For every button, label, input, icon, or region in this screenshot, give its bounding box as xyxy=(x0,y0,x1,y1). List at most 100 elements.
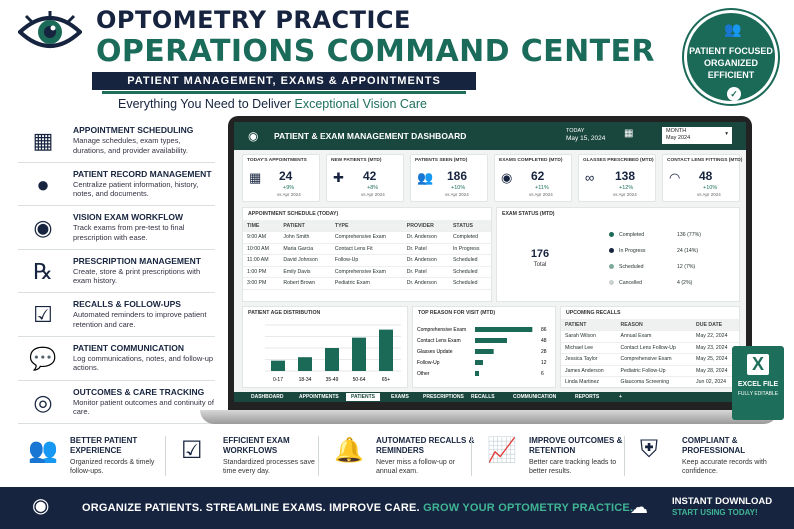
legend-value: 136 (77%) xyxy=(677,232,701,238)
legend-item: Cancelled xyxy=(609,280,642,286)
kpi-label: PATIENTS SEEN (MTD) xyxy=(415,158,468,163)
divider xyxy=(624,436,625,476)
excel-icon: X xyxy=(747,354,769,375)
benefits-row: 👥 BETTER PATIENT EXPERIENCE Organized reco… xyxy=(18,430,784,482)
column-header: PATIENT xyxy=(561,319,617,331)
table-cell: Dr. Anderson xyxy=(406,280,437,287)
tab-dashboard[interactable]: DASHBOARD xyxy=(251,394,284,400)
tab-communication[interactable]: COMMUNICATION xyxy=(513,394,557,400)
table-cell: Jessica Taylor xyxy=(565,356,598,363)
bell-icon: 🔔 xyxy=(334,437,364,464)
calendar-icon: ▦ xyxy=(249,170,262,185)
person-icon: ● xyxy=(36,171,50,197)
growth-chart-icon: 📈 xyxy=(487,437,517,464)
table-cell: James Anderson xyxy=(565,367,604,374)
shield-check-icon: ⛨ xyxy=(640,436,658,463)
today-block: TODAY May 15, 2024 xyxy=(566,127,605,143)
age-tick-label: 50-64 xyxy=(353,377,366,383)
kpi-card: PATIENTS SEEN (MTD) 👥 186 +10% vs Apr 2024 xyxy=(410,154,488,202)
benefit-title: AUTOMATED RECALLS & REMINDERS xyxy=(376,436,475,455)
ribbon-text: PATIENT MANAGEMENT, EXAMS & APPOINTMENTS xyxy=(127,75,441,87)
table-cell: Linda Martinez xyxy=(565,379,600,386)
excel-line-2: FULLY EDITABLE xyxy=(737,391,779,397)
age-tick-label: 18-34 xyxy=(299,377,312,383)
table-row[interactable]: 11:00 AM David Johnson Follow-Up Dr. Anders… xyxy=(243,255,491,266)
kpi-label: CONTACT LENS FITTINGS (MTD) xyxy=(667,158,743,163)
kpi-value: 62 xyxy=(531,169,545,183)
cta-line-1: INSTANT DOWNLOAD xyxy=(672,496,773,507)
table-row[interactable]: 9:00 AM John Smith Comprehensive Exam Dr. A… xyxy=(243,232,491,243)
recalls-table: PATIENT REASON DUE DATE Sarah Wilson Annual … xyxy=(561,319,739,389)
table-cell: 10:00 AM xyxy=(247,245,269,252)
tab-[interactable]: + xyxy=(619,394,622,400)
eye-logo-icon xyxy=(18,11,82,48)
table-cell: Dr. Patel xyxy=(406,245,427,252)
reason-label: Follow-Up xyxy=(417,360,440,366)
kpi-label: TODAY'S APPOINTMENTS xyxy=(247,158,307,163)
table-cell: 11:00 AM xyxy=(247,257,269,264)
title-line-1: OPTOMETRY PRACTICE xyxy=(96,6,411,34)
feature-title: OUTCOMES & CARE TRACKING xyxy=(73,386,205,397)
kpi-card: NEW PATIENTS (MTD) ✚ 42 +8% vs Apr 2024 xyxy=(326,154,404,202)
tab-appointments[interactable]: APPOINTMENTS xyxy=(299,394,339,400)
table-cell: Jun 02, 2024 xyxy=(696,379,727,386)
badge-line-1: PATIENT FOCUSED xyxy=(689,46,773,56)
table-row[interactable]: 3:00 PM Robert Brown Pediatric Exam Dr. And… xyxy=(243,278,491,289)
column-header: DUE DATE xyxy=(692,319,739,331)
divider xyxy=(165,436,166,476)
table-cell: Dr. Anderson xyxy=(406,257,437,264)
benefit-desc: Keep accurate records with confidence. xyxy=(682,459,767,475)
calendar-icon: ▦ xyxy=(32,128,54,153)
table-cell: Contact Lens Fit xyxy=(334,245,373,252)
feature-title: APPOINTMENT SCHEDULING xyxy=(73,125,194,135)
table-row[interactable]: Sarah Wilson Annual Exam May 22, 2024 xyxy=(561,331,739,342)
table-row[interactable]: 10:00 AM Maria Garcia Contact Lens Fit Dr. … xyxy=(243,243,491,255)
column-header: TIME xyxy=(243,220,280,232)
group-icon: 👥 xyxy=(417,170,434,185)
feature-desc: Automated reminders to improve patient r… xyxy=(73,310,207,329)
divider xyxy=(318,436,319,476)
feature-desc: Track exams from pre-test to final presc… xyxy=(73,223,185,242)
calendar-icon[interactable]: ▦ xyxy=(624,128,634,139)
legend-value: 24 (14%) xyxy=(677,248,699,254)
download-cta[interactable]: INSTANT DOWNLOAD START USING TODAY! xyxy=(672,496,772,518)
divider xyxy=(471,436,472,476)
table-row[interactable]: Linda Martinez Glaucoma Screening Jun 02, … xyxy=(561,377,739,388)
age-bar xyxy=(352,337,366,371)
subtitle-ribbon: PATIENT MANAGEMENT, EXAMS & APPOINTMENTS xyxy=(92,72,476,94)
table-cell: Dr. Anderson xyxy=(406,234,437,241)
legend-value: 12 (7%) xyxy=(677,264,696,270)
reason-value: 86 xyxy=(541,327,547,333)
legend-label: Scheduled xyxy=(619,264,644,270)
badge-line-2: ORGANIZED xyxy=(704,58,758,68)
kpi-sub: vs Apr 2024 xyxy=(445,192,469,197)
tab-prescriptions[interactable]: PRESCRIPTIONS xyxy=(423,394,464,400)
kpi-card: EXAMS COMPLETED (MTD) ◉ 62 +11% vs Apr 2024 xyxy=(494,154,572,202)
reasons-panel: TOP REASON FOR VISIT (MTD) Comprehensive… xyxy=(412,306,556,388)
tab-recalls[interactable]: RECALLS xyxy=(471,394,495,400)
kpi-value: 138 xyxy=(615,169,636,183)
feature-item: ☑ RECALLS & FOLLOW-UPS Automated reminders… xyxy=(18,293,215,337)
reasons-bar-chart: Comprehensive Exam 86 Contact Lens Exam 48 G… xyxy=(417,327,547,377)
tab-exams[interactable]: EXAMS xyxy=(391,394,409,400)
table-row[interactable]: James Anderson Pediatric Follow-Up May 28,… xyxy=(561,365,739,377)
month-select[interactable]: MONTH May 2024 ▾ xyxy=(662,127,732,144)
glasses-icon: ∞ xyxy=(585,170,595,185)
age-tick-label: 0-17 xyxy=(273,377,283,383)
table-cell: 1:00 PM xyxy=(247,268,267,275)
table-cell: Comprehensive Exam xyxy=(334,234,386,241)
table-row[interactable]: Michael Lee Contact Lens Follow-Up May 23,… xyxy=(561,342,739,354)
table-row[interactable]: Jessica Taylor Comprehensive Exam May 25, … xyxy=(561,354,739,365)
month-label: MONTH xyxy=(666,128,687,134)
feature-desc: Log communications, notes, and follow-up… xyxy=(73,353,214,373)
kpi-sub: vs Apr 2024 xyxy=(697,192,721,197)
reason-bar xyxy=(475,349,494,354)
today-value: May 15, 2024 xyxy=(566,135,606,142)
tab-patients[interactable]: PATIENTS xyxy=(346,393,380,401)
table-cell: May 22, 2024 xyxy=(696,333,728,340)
tab-reports[interactable]: REPORTS xyxy=(575,394,600,400)
schedule-panel: APPOINTMENT SCHEDULE (TODAY) TIME PATIENT… xyxy=(242,207,492,302)
badge-line-3: EFFICIENT xyxy=(707,70,755,80)
reason-value: 28 xyxy=(541,349,547,355)
table-row[interactable]: 1:00 PM Emily Davis Comprehensive Exam Dr. … xyxy=(243,266,491,278)
